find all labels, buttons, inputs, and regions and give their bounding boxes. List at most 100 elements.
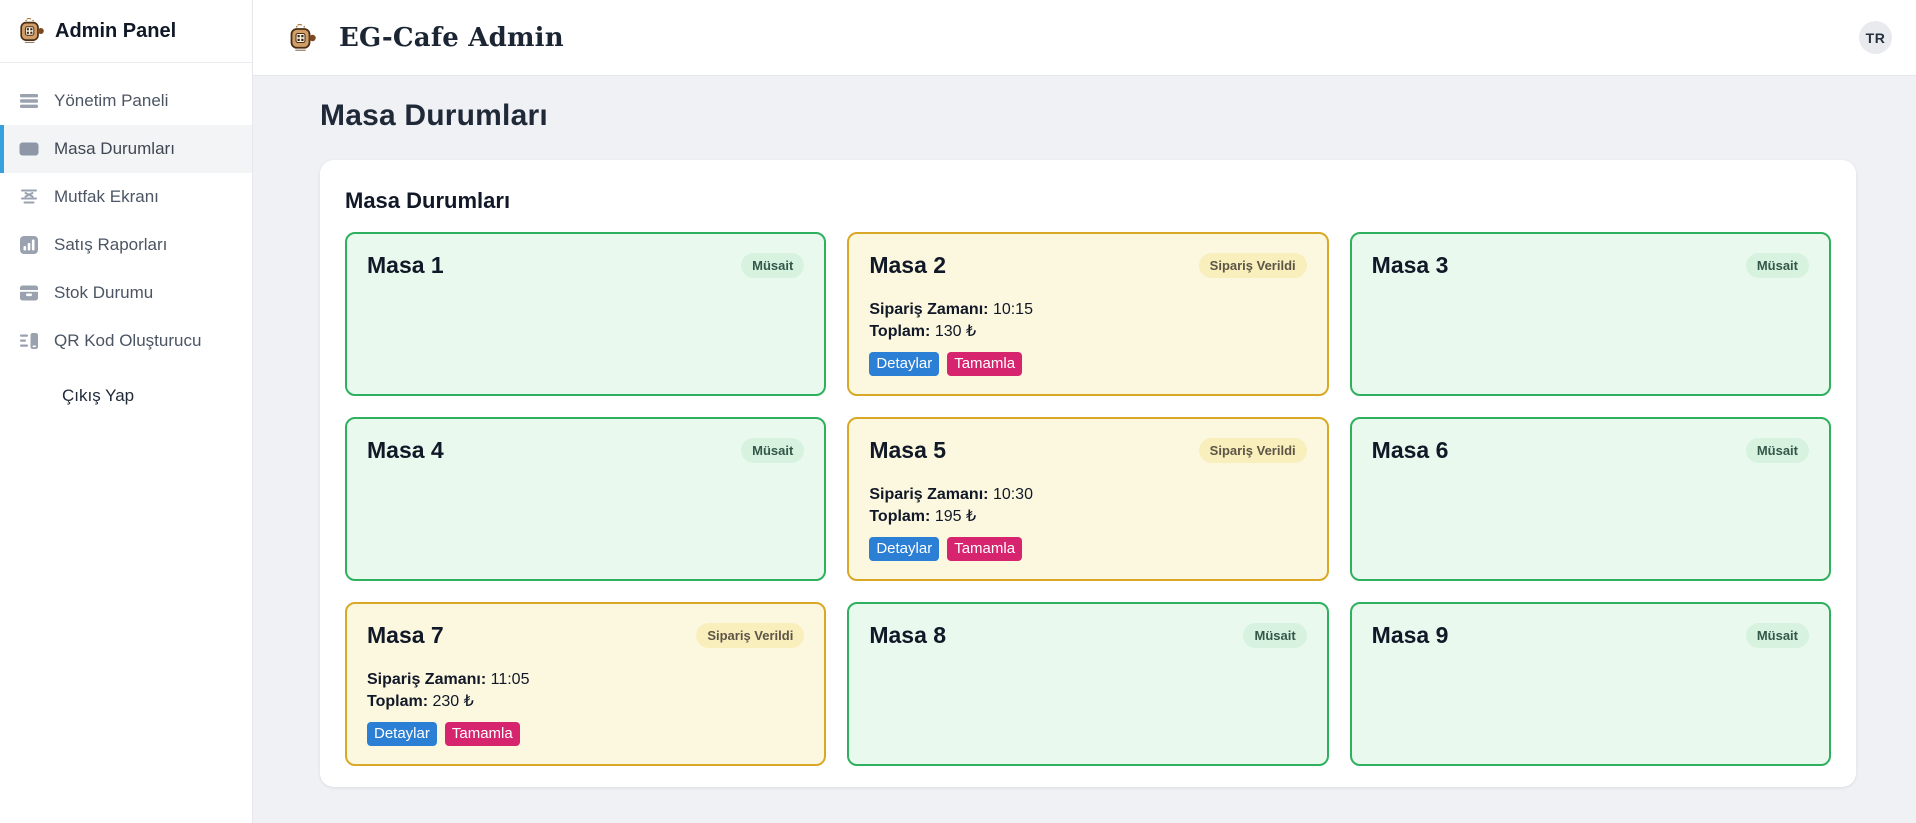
app-brand-title: EG-Cafe Admin xyxy=(339,22,564,53)
cafe-logo-icon xyxy=(290,23,316,51)
page-title: Masa Durumları xyxy=(320,99,548,132)
sidebar-nav: Yönetim Paneli Masa Durumları Mutfak Ekr… xyxy=(0,63,252,365)
status-badge: Müsait xyxy=(1745,253,1809,278)
dashboard-menu-icon xyxy=(18,90,40,112)
table-name: Masa 6 xyxy=(1371,437,1449,463)
order-time-label: Sipariş Zamanı: xyxy=(367,671,487,688)
kitchen-screen-icon xyxy=(18,186,40,208)
table-card-header: Masa 3 Müsait xyxy=(1372,252,1809,279)
status-badge: Müsait xyxy=(1745,623,1809,648)
order-time-value: 10:30 xyxy=(992,486,1033,503)
sidebar-item-label: Stok Durumu xyxy=(54,283,154,302)
sidebar-item-label: Mutfak Ekranı xyxy=(54,187,159,206)
order-total-row: Toplam: 130 ₺ xyxy=(869,321,1306,343)
table-name: Masa 7 xyxy=(367,622,444,648)
order-total-label: Toplam: xyxy=(869,323,931,340)
table-name: Masa 9 xyxy=(1371,622,1449,648)
order-details: Sipariş Zamanı: 10:15 Toplam: 130 ₺ xyxy=(869,299,1306,343)
status-badge: Müsait xyxy=(741,438,805,463)
table-icon xyxy=(18,138,40,160)
sidebar-header: Admin Panel xyxy=(0,0,252,63)
table-card: Masa 8 Müsait xyxy=(847,602,1329,766)
sidebar-item-qr-kod-olu-turucu[interactable]: QR Kod Oluşturucu xyxy=(0,317,252,365)
table-name: Masa 4 xyxy=(367,437,444,463)
table-card: Masa 3 Müsait xyxy=(1349,232,1831,396)
order-details: Sipariş Zamanı: 10:30 Toplam: 195 ₺ xyxy=(869,484,1306,528)
table-card: Masa 1 Müsait xyxy=(345,232,827,396)
table-name: Masa 3 xyxy=(1371,252,1449,278)
details-button[interactable]: Detaylar xyxy=(869,352,940,376)
order-time-label: Sipariş Zamanı: xyxy=(869,301,989,318)
order-time-row: Sipariş Zamanı: 11:05 xyxy=(367,669,804,691)
sidebar-title: Admin Panel xyxy=(55,19,177,42)
sales-chart-icon xyxy=(18,234,40,256)
table-card-header: Masa 5 Sipariş Verildi xyxy=(869,437,1307,464)
sidebar-item-label: QR Kod Oluşturucu xyxy=(54,331,202,350)
status-badge: Müsait xyxy=(1745,438,1809,463)
status-badge: Sipariş Verildi xyxy=(1198,253,1307,278)
card-actions: Detaylar Tamamla xyxy=(869,352,1306,376)
order-details: Sipariş Zamanı: 11:05 Toplam: 230 ₺ xyxy=(367,669,804,713)
order-total-label: Toplam: xyxy=(869,508,931,525)
sidebar-item-masa-durumlar[interactable]: Masa Durumları xyxy=(0,125,252,173)
sidebar: Admin Panel Yönetim Paneli Masa Durumlar… xyxy=(0,0,253,823)
table-name: Masa 5 xyxy=(869,437,947,463)
table-status-panel: Masa Durumları Masa 1 Müsait Masa 2 Sipa… xyxy=(320,160,1856,787)
table-card-header: Masa 7 Sipariş Verildi xyxy=(367,622,805,649)
table-card-header: Masa 8 Müsait xyxy=(869,622,1307,649)
order-time-value: 10:15 xyxy=(992,301,1033,318)
table-card-header: Masa 4 Müsait xyxy=(367,437,805,464)
details-button[interactable]: Detaylar xyxy=(367,722,437,746)
panel-title: Masa Durumları xyxy=(345,188,511,213)
complete-button[interactable]: Tamamla xyxy=(947,352,1023,376)
order-total-value: 130 ₺ xyxy=(934,323,977,340)
sidebar-item-y-netim-paneli[interactable]: Yönetim Paneli xyxy=(0,77,252,125)
language-badge[interactable]: TR xyxy=(1859,21,1892,54)
order-total-label: Toplam: xyxy=(367,693,429,710)
cafe-logo-icon xyxy=(20,17,44,43)
sidebar-item-label: Masa Durumları xyxy=(54,139,175,158)
table-name: Masa 8 xyxy=(869,622,947,648)
table-card-header: Masa 2 Sipariş Verildi xyxy=(869,252,1307,279)
table-card: Masa 5 Sipariş Verildi Sipariş Zamanı: 1… xyxy=(847,417,1329,581)
status-badge: Sipariş Verildi xyxy=(1198,438,1307,463)
order-total-row: Toplam: 195 ₺ xyxy=(869,506,1306,528)
details-button[interactable]: Detaylar xyxy=(869,537,940,561)
order-time-row: Sipariş Zamanı: 10:30 xyxy=(869,484,1306,506)
card-actions: Detaylar Tamamla xyxy=(869,537,1306,561)
order-total-value: 195 ₺ xyxy=(934,508,977,525)
table-card: Masa 7 Sipariş Verildi Sipariş Zamanı: 1… xyxy=(345,602,827,766)
topbar: EG-Cafe Admin TR xyxy=(253,0,1916,76)
order-total-value: 230 ₺ xyxy=(432,693,474,710)
card-actions: Detaylar Tamamla xyxy=(367,722,804,746)
status-badge: Müsait xyxy=(741,253,805,278)
table-card-header: Masa 9 Müsait xyxy=(1372,622,1809,649)
table-card: Masa 6 Müsait xyxy=(1349,417,1831,581)
table-card: Masa 2 Sipariş Verildi Sipariş Zamanı: 1… xyxy=(847,232,1329,396)
status-badge: Sipariş Verildi xyxy=(696,623,805,648)
table-card: Masa 4 Müsait xyxy=(345,417,827,581)
table-card-header: Masa 6 Müsait xyxy=(1372,437,1809,464)
sidebar-item-mutfak-ekran[interactable]: Mutfak Ekranı xyxy=(0,173,252,221)
order-total-row: Toplam: 230 ₺ xyxy=(367,691,804,713)
logout-button[interactable]: Çıkış Yap xyxy=(62,386,135,405)
order-time-value: 11:05 xyxy=(490,671,530,688)
sidebar-item-label: Yönetim Paneli xyxy=(54,91,169,110)
order-time-label: Sipariş Zamanı: xyxy=(869,486,989,503)
stock-box-icon xyxy=(18,282,40,304)
table-grid: Masa 1 Müsait Masa 2 Sipariş Verildi Sip… xyxy=(345,232,1831,766)
complete-button[interactable]: Tamamla xyxy=(947,537,1023,561)
table-name: Masa 2 xyxy=(869,252,947,278)
sidebar-item-sat-raporlar[interactable]: Satış Raporları xyxy=(0,221,252,269)
table-name: Masa 1 xyxy=(367,252,444,278)
complete-button[interactable]: Tamamla xyxy=(444,722,520,746)
table-card-header: Masa 1 Müsait xyxy=(367,252,805,279)
status-badge: Müsait xyxy=(1243,623,1307,648)
qr-code-icon xyxy=(18,330,40,352)
table-card: Masa 9 Müsait xyxy=(1349,602,1831,766)
order-time-row: Sipariş Zamanı: 10:15 xyxy=(869,299,1306,321)
sidebar-item-label: Satış Raporları xyxy=(54,235,168,254)
main-content: Masa Durumları Masa Durumları Masa 1 Müs… xyxy=(253,76,1916,823)
sidebar-item-stok-durumu[interactable]: Stok Durumu xyxy=(0,269,252,317)
